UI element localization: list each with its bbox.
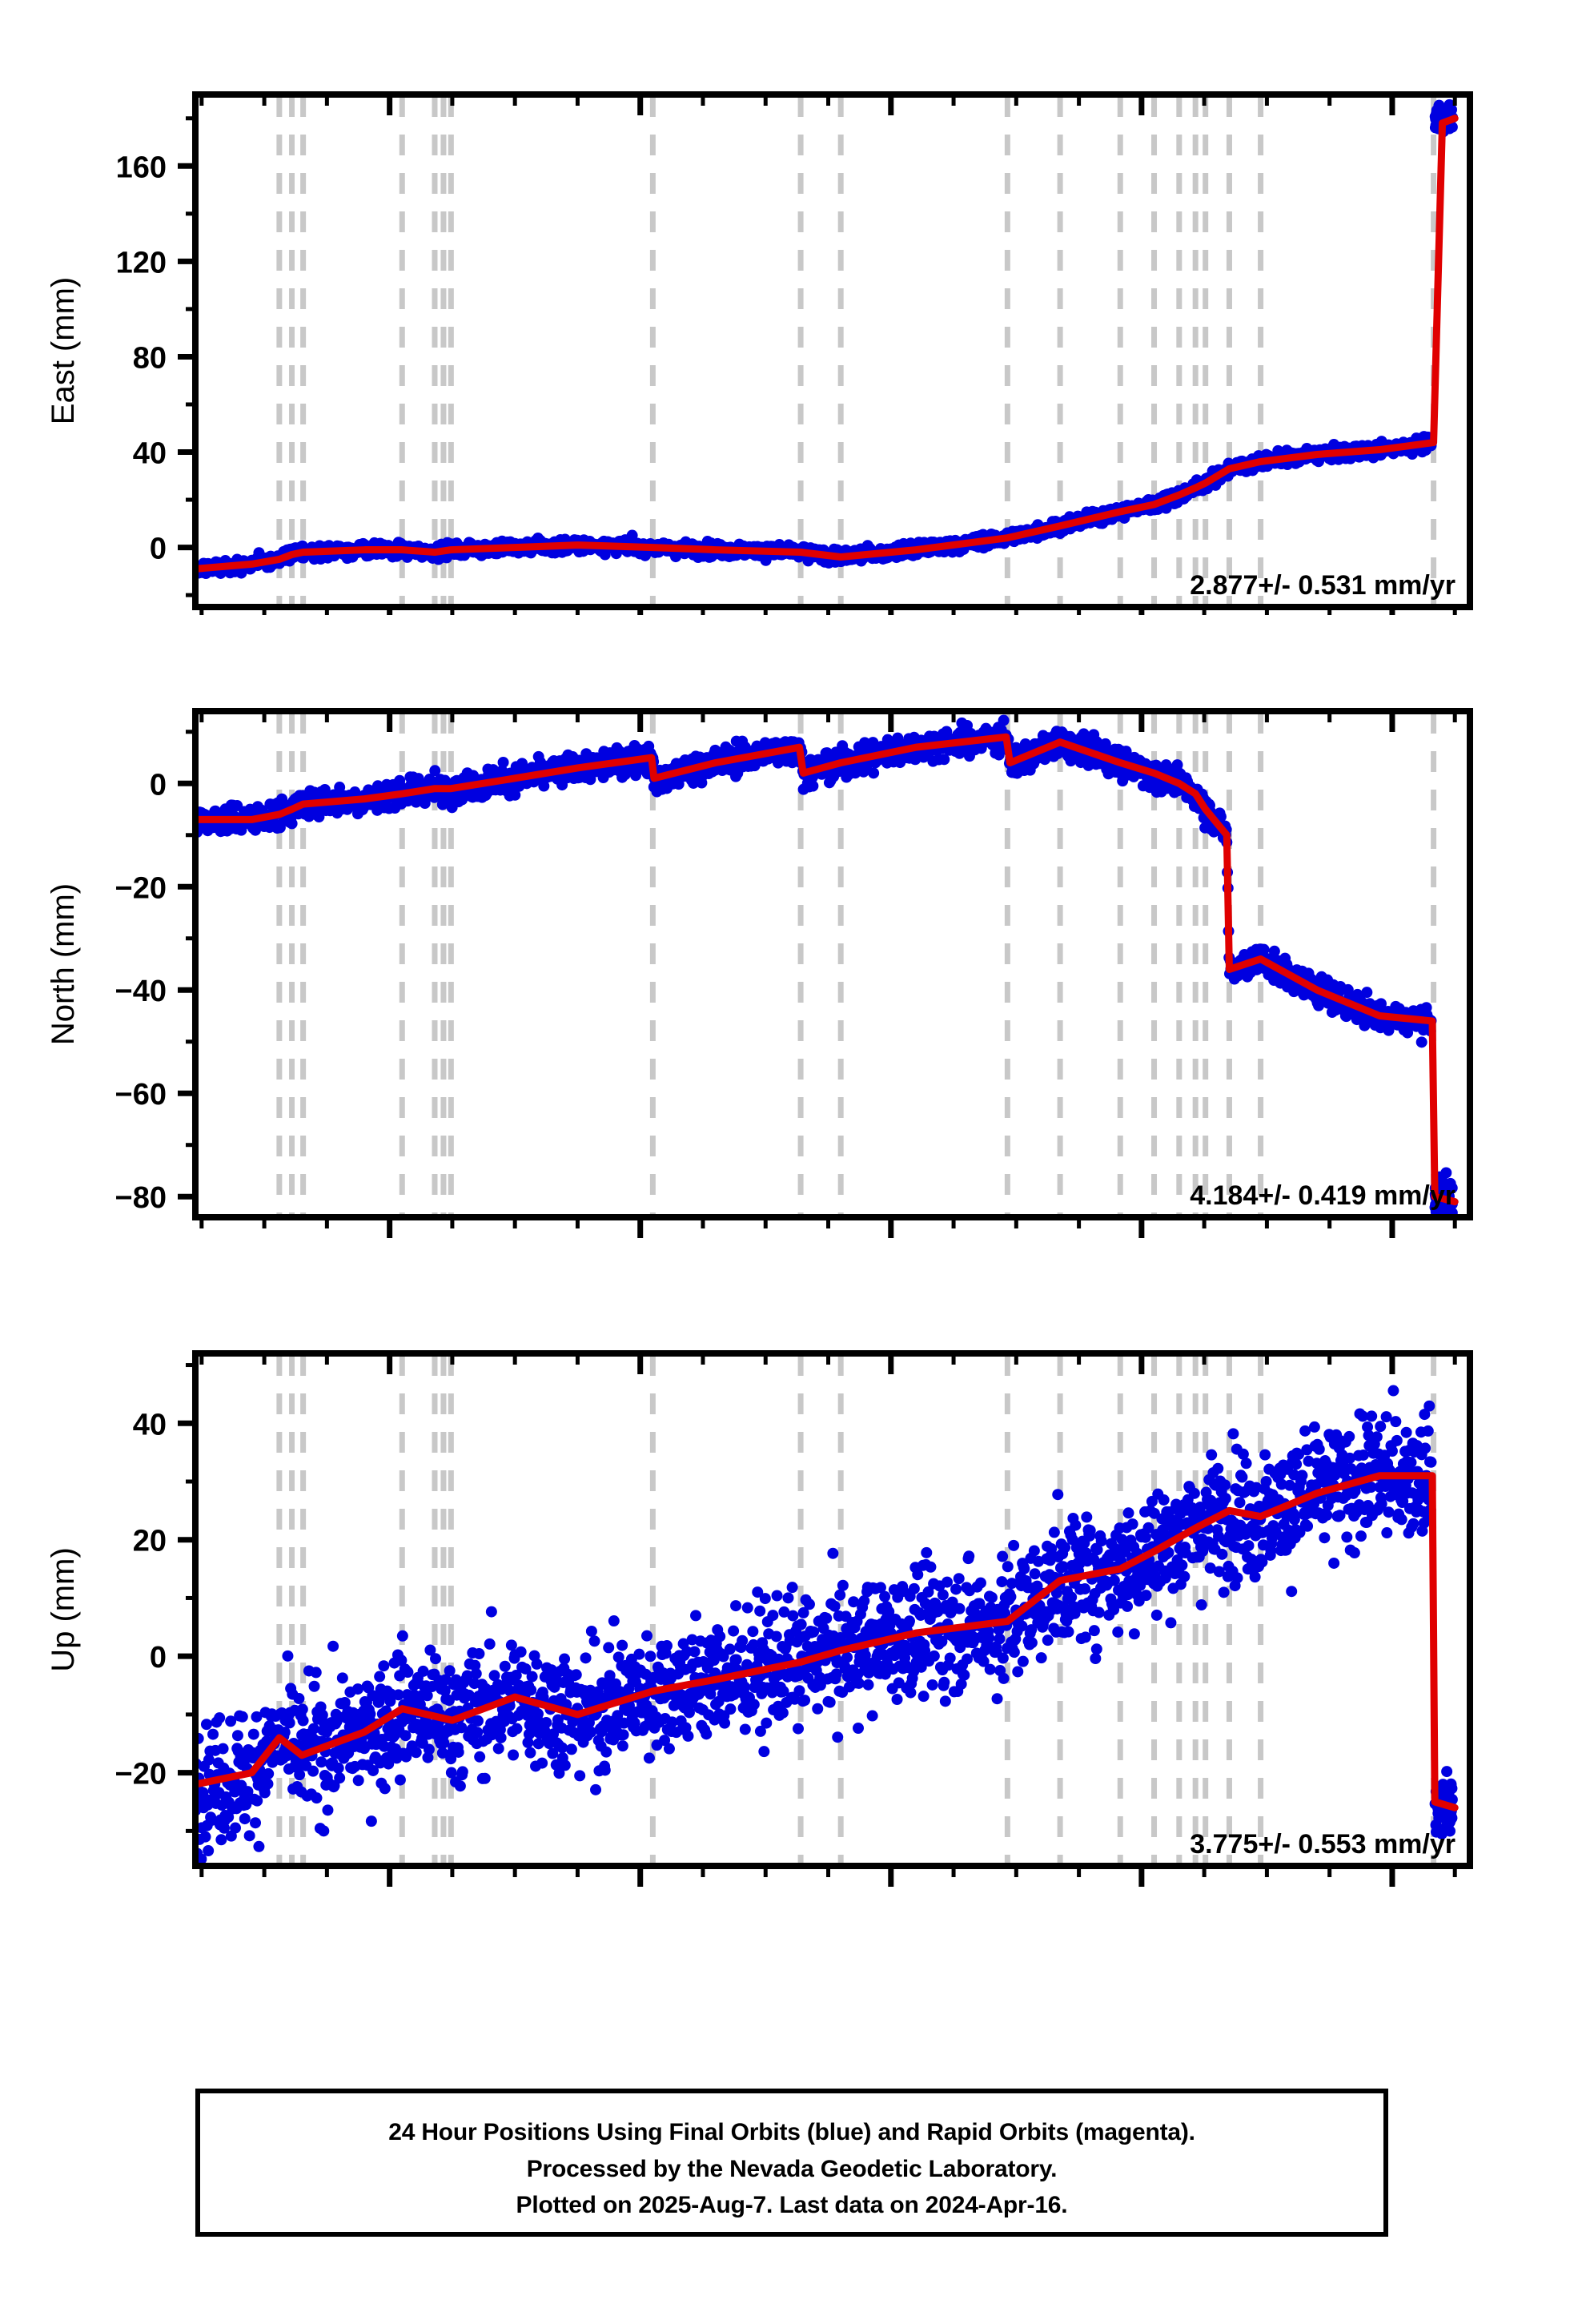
model-fit-line-north: [191, 733, 1459, 1206]
y-tick-label: 0: [150, 533, 167, 566]
event-lines: [276, 96, 1437, 605]
rate-annotation-east: 2.877+/- 0.531 mm/yr: [1190, 570, 1456, 601]
x-axis-north: 20162018202020222024: [199, 711, 1457, 1238]
y-axis-title-north: North (mm): [46, 883, 81, 1045]
y-tick-label: 20: [133, 1525, 167, 1558]
model-fit-line-east: [191, 115, 1459, 573]
y-tick-label: 40: [133, 1408, 167, 1441]
y-tick-label: −40: [115, 975, 167, 1008]
model-fit-line-up: [191, 1472, 1459, 1811]
y-axis-north: 0 −20 −40 −60 −80: [115, 730, 195, 1215]
chart-panel-north: 0 −20 −40 −60 −80 North (mm) 20162018202020222…: [0, 615, 1499, 1241]
caption-box: 24 Hour Positions Using Final Orbits (bl…: [195, 2089, 1388, 2237]
y-tick-label: −60: [115, 1078, 167, 1112]
y-tick-label: 160: [116, 151, 167, 184]
plot-frame: [192, 708, 1473, 1220]
y-tick-label: −80: [115, 1181, 167, 1215]
x-axis-up: 20162018202020222024: [199, 1353, 1457, 1887]
y-tick-label: 40: [133, 437, 167, 471]
y-tick-label: −20: [115, 1758, 167, 1791]
y-tick-label: 120: [116, 246, 167, 279]
caption-line-1: 24 Hour Positions Using Final Orbits (bl…: [388, 2119, 1195, 2145]
rate-annotation-up: 3.775+/- 0.553 mm/yr: [1190, 1829, 1456, 1860]
plot-frame: [192, 91, 1473, 610]
caption-line-2: Processed by the Nevada Geodetic Laborat…: [526, 2155, 1058, 2182]
y-tick-label: −20: [115, 871, 167, 905]
y-axis-title-east: East (mm): [46, 277, 81, 424]
y-axis-up: 40 20 0 −20: [115, 1363, 195, 1833]
plot-frame: [192, 1350, 1473, 1869]
event-lines: [276, 1355, 1437, 1864]
caption-line-3: Plotted on 2025-Aug-7. Last data on 2024…: [516, 2192, 1068, 2219]
chart-panel-up: 40 20 0 −20 Up (mm) 201620182020202220243.775…: [0, 1257, 1499, 1890]
y-tick-label: 80: [133, 341, 167, 375]
y-tick-label: 0: [150, 1641, 167, 1675]
y-tick-label: 0: [150, 768, 167, 802]
rate-annotation-north: 4.184+/- 0.419 mm/yr: [1190, 1180, 1456, 1211]
y-axis-east: 160 120 80 40 0: [116, 116, 195, 597]
y-axis-title-up: Up (mm): [46, 1547, 81, 1672]
